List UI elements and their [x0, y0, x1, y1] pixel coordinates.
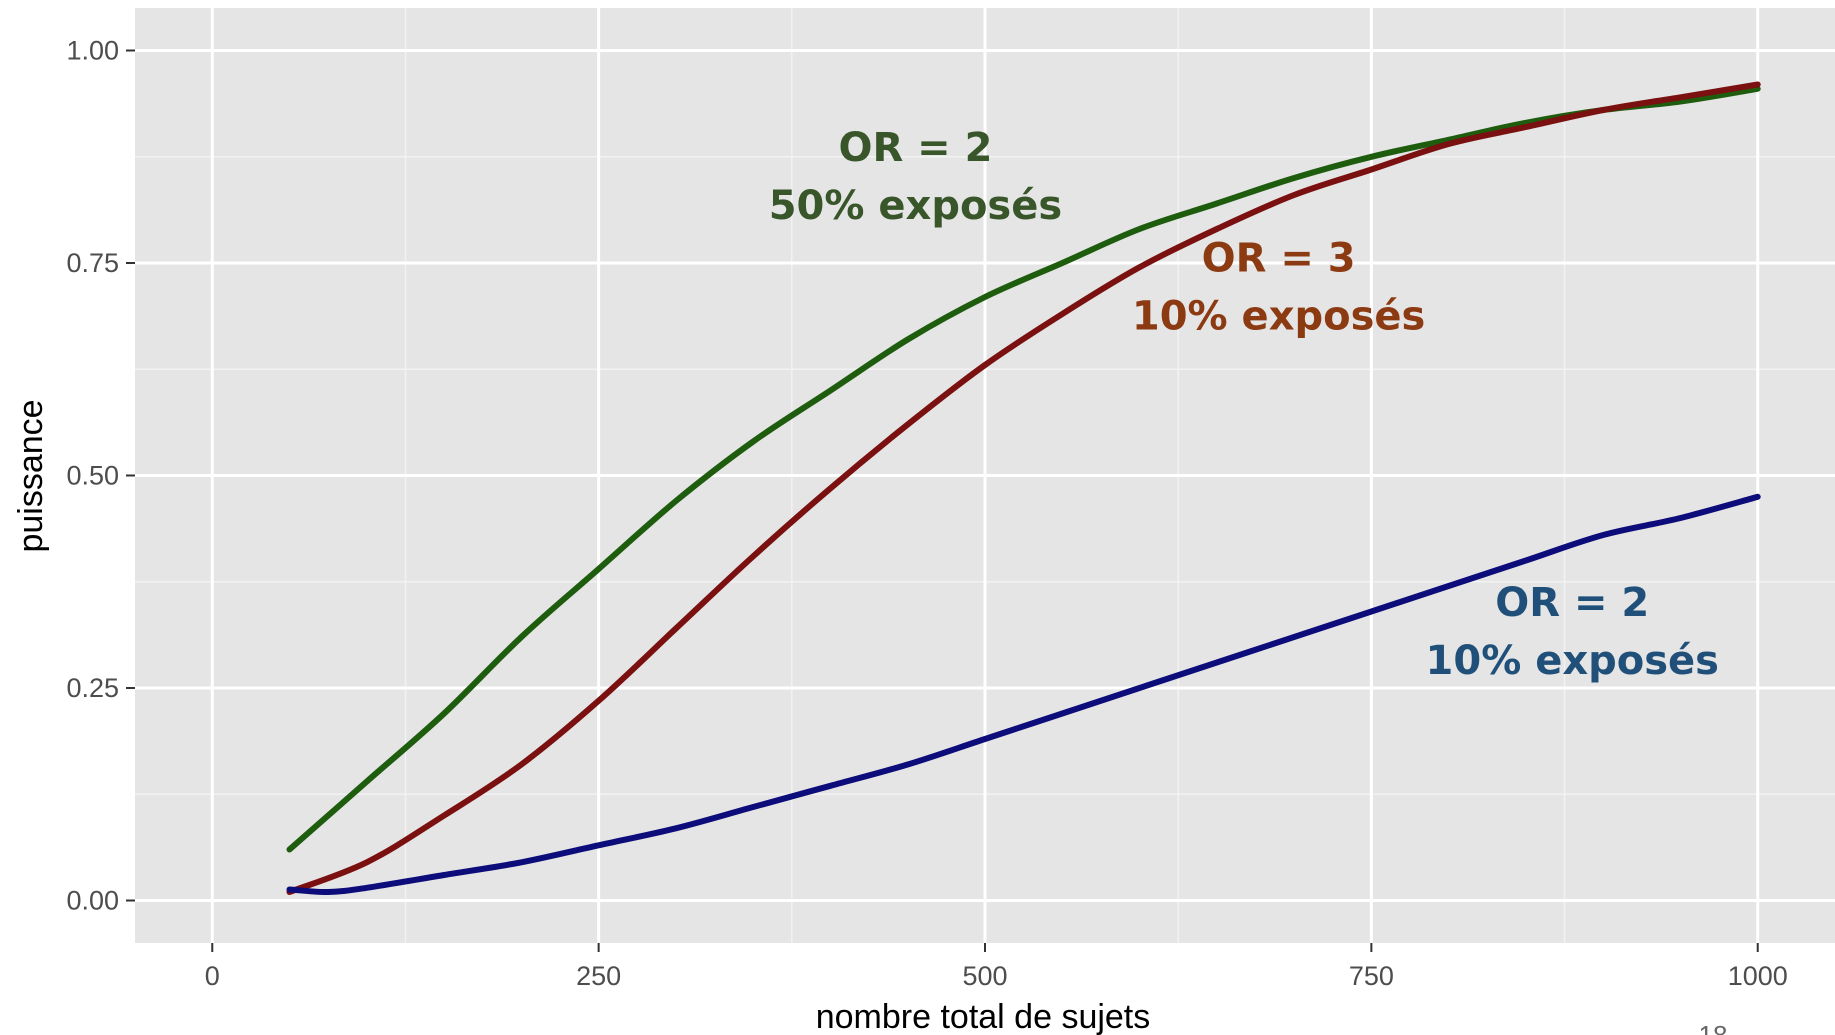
x-tick-label: 750 — [1349, 961, 1394, 991]
y-tick-label: 0.25 — [66, 673, 119, 703]
series-line-2 — [286, 81, 1761, 895]
x-tick-label: 250 — [576, 961, 621, 991]
x-axis-title: nombre total de sujets — [816, 998, 1151, 1035]
major-gridlines — [135, 8, 1835, 943]
annotation-1-line-1: OR = 2 — [838, 125, 992, 171]
annotations: OR = 2 50% exposés OR = 3 10% exposés OR = 2… — [769, 125, 1719, 684]
annotation-3-line-1: OR = 2 — [1495, 580, 1649, 626]
x-tick-label: 1000 — [1728, 961, 1788, 991]
y-tick-label: 0.00 — [66, 886, 119, 916]
annotation-3-line-2: 10% exposés — [1426, 638, 1719, 684]
y-axis-title: puissance — [12, 399, 50, 552]
x-tick-label: 0 — [205, 961, 220, 991]
x-axis: 0 250 500 750 1000 — [205, 943, 1788, 991]
series-line-3 — [286, 493, 1761, 896]
series-lines — [286, 81, 1761, 896]
annotation-1-line-2: 50% exposés — [769, 183, 1062, 229]
annotation-2-line-1: OR = 3 — [1202, 236, 1356, 282]
y-tick-label: 1.00 — [66, 36, 119, 66]
x-tick-label: 500 — [962, 961, 1007, 991]
y-tick-label: 0.75 — [66, 248, 119, 278]
y-axis: 0.00 0.25 0.50 0.75 1.00 — [66, 36, 135, 916]
annotation-2-line-2: 10% exposés — [1132, 294, 1425, 340]
y-tick-label: 0.50 — [66, 461, 119, 491]
series-line-1 — [286, 85, 1761, 853]
page-number: 18 — [1699, 1020, 1728, 1035]
